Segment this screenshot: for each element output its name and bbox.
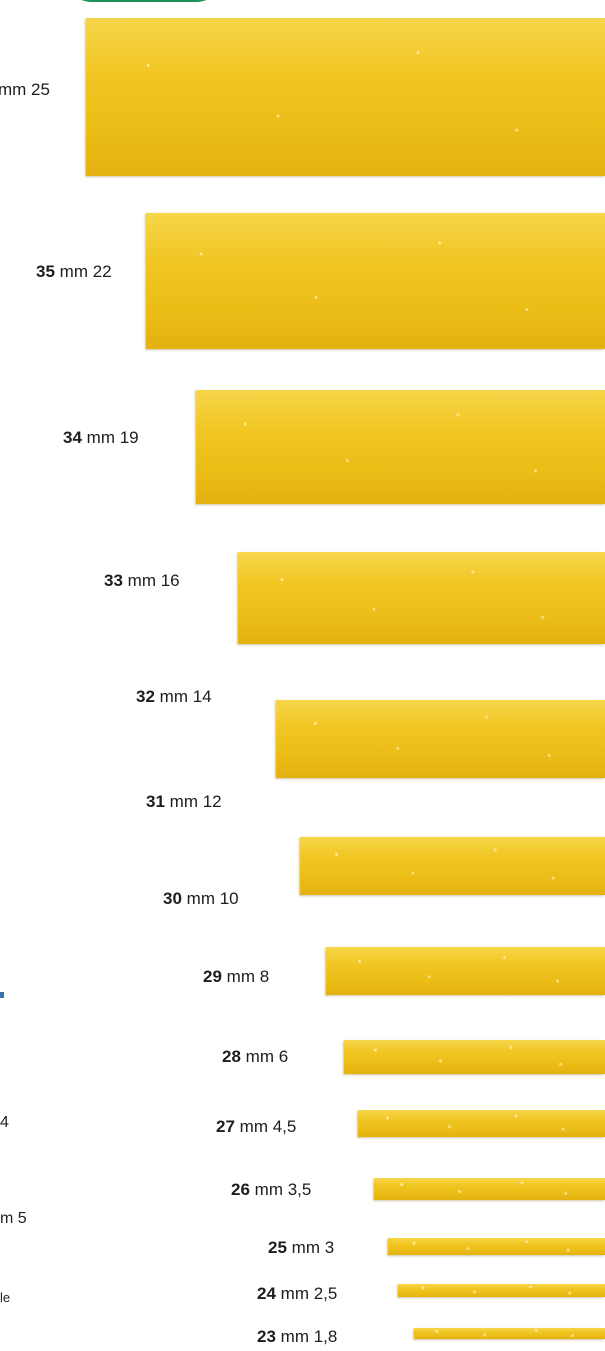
label-size-19: 34 mm 19 (63, 428, 139, 447)
pasta-strip-3-5 (374, 1178, 605, 1200)
label-size-2-5: 24 mm 2,5 (257, 1284, 338, 1303)
label-size-3: 25 mm 3 (268, 1238, 335, 1257)
label-size-25: mm 25 (0, 80, 50, 99)
left-fragment-2: m 5 (0, 1210, 27, 1227)
pasta-strip-3 (388, 1238, 605, 1255)
label-size-8: 29 mm 8 (203, 967, 270, 986)
pasta-strip-6 (344, 1040, 605, 1074)
label-size-1-8: 23 mm 1,8 (257, 1327, 338, 1346)
pasta-strip-1-8 (414, 1328, 605, 1339)
pasta-strip-19 (196, 390, 605, 504)
pasta-strip-16 (238, 552, 605, 644)
label-size-6: 28 mm 6 (222, 1047, 289, 1066)
label-size-14: 32 mm 14 (136, 687, 212, 706)
pasta-strip-22 (146, 213, 605, 349)
label-size-16: 33 mm 16 (104, 571, 180, 590)
edge-marker (0, 992, 4, 998)
pasta-strip-2-5 (398, 1284, 605, 1297)
label-size-22: 35 mm 22 (36, 262, 112, 281)
pasta-strip-25 (86, 18, 605, 176)
pasta-strip-4-5 (358, 1110, 605, 1137)
left-fragment-3: le (0, 1290, 11, 1305)
label-size-3-5: 26 mm 3,5 (231, 1180, 312, 1199)
label-size-12: 31 mm 12 (146, 792, 222, 811)
pasta-strip-10 (300, 837, 605, 895)
header-decoration (64, 0, 224, 2)
label-size-4-5: 27 mm 4,5 (216, 1117, 297, 1136)
pasta-strip-8 (326, 947, 605, 995)
label-size-10: 30 mm 10 (163, 889, 239, 908)
pasta-strip-14 (276, 700, 605, 778)
left-fragment-1: 4 (0, 1114, 9, 1131)
